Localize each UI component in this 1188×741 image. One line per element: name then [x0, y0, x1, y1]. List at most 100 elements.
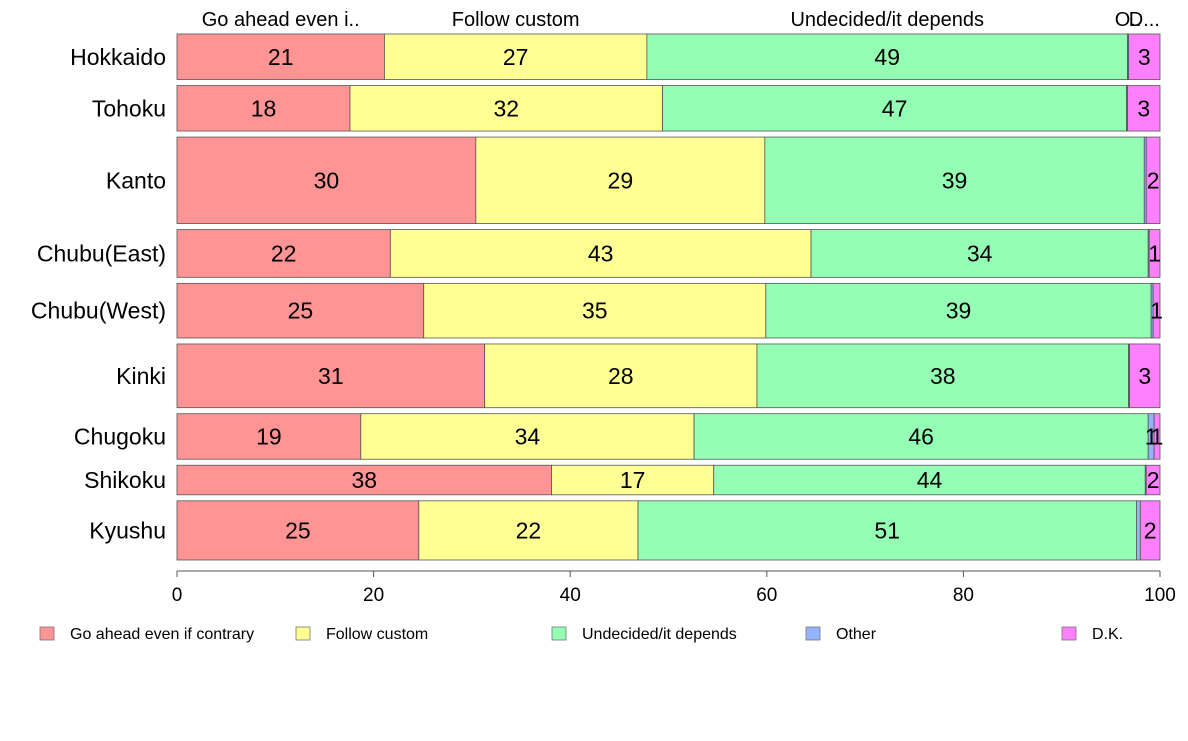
data-label: 38 [351, 467, 377, 493]
bar-segment [713, 464, 1146, 496]
x-tick-label: 40 [560, 585, 581, 606]
category-label: Chubu(East) [37, 240, 166, 266]
bar-segment [484, 343, 758, 409]
data-label: 17 [620, 467, 646, 493]
data-label: 51 [874, 517, 900, 543]
bar-segment [1152, 282, 1161, 339]
data-label: 47 [882, 95, 908, 121]
x-tick-label: 80 [953, 585, 974, 606]
data-label: 1 [1148, 240, 1161, 266]
data-label: 46 [908, 423, 934, 449]
bar-segment [1153, 413, 1161, 460]
bar-segment [1136, 500, 1141, 561]
data-label: 25 [288, 298, 314, 324]
x-tick-label: 0 [172, 585, 183, 606]
data-label: 25 [285, 517, 311, 543]
category-label: Hokkaido [70, 44, 166, 70]
data-label: 34 [515, 423, 541, 449]
bar-segment [389, 229, 812, 278]
legend-label: Follow custom [326, 626, 428, 643]
bar-segment [176, 85, 351, 132]
category-label: Chugoku [74, 423, 166, 449]
legend-item: Undecided/it depends [551, 626, 737, 643]
bar-segment [1129, 343, 1161, 409]
data-label: 39 [946, 298, 972, 324]
data-label: 2 [1147, 467, 1160, 493]
bar-segment [1145, 136, 1161, 224]
bar-segment [764, 136, 1145, 224]
bar-segment [810, 229, 1149, 278]
data-label: 28 [608, 363, 634, 389]
series-top-label: Go ahead even i.. [202, 9, 360, 31]
data-label: 3 [1137, 95, 1150, 121]
category-label: Kyushu [89, 517, 166, 543]
bar-segment [423, 282, 767, 339]
bars: 21 27 49 318 32 47 330 29 39 222 43 34 125 35 39 131 28 3… [176, 33, 1163, 561]
bar-segment [384, 33, 648, 80]
data-label: 39 [942, 167, 968, 193]
data-label: 21 [268, 44, 294, 70]
bar-row-chubu-west-: 25 35 39 1 [176, 282, 1163, 339]
category-label: Tohoku [92, 95, 166, 121]
top-series-labels: Go ahead even i.. Follow custom Undecided/… [202, 9, 1160, 31]
data-label: 32 [494, 95, 520, 121]
legend: Go ahead even if contrary Follow custom Un… [39, 626, 1123, 643]
bar-row-kinki: 31 28 38 3 [176, 343, 1161, 409]
bar-segment [418, 500, 639, 561]
data-label: 49 [874, 44, 900, 70]
bar-row-kyushu: 25 22 51 2 [176, 500, 1161, 561]
bar-row-kanto: 30 29 39 2 [176, 136, 1161, 224]
bar-segment [551, 464, 715, 496]
bar-segment [176, 282, 425, 339]
bar-segment [176, 343, 486, 409]
legend-item: D.K. [1061, 626, 1123, 643]
series-top-label: D... [1129, 9, 1160, 31]
bar-segment [756, 343, 1129, 409]
legend-swatch [551, 626, 567, 641]
legend-item: Go ahead even if contrary [39, 626, 254, 643]
bar-segment [1145, 464, 1161, 496]
category-label: Kinki [116, 363, 166, 389]
legend-swatch [805, 626, 821, 641]
data-label: 43 [588, 240, 614, 266]
bar-segment [475, 136, 766, 224]
bar-segment [176, 413, 362, 460]
bar-row-tohoku: 18 32 47 3 [176, 85, 1161, 132]
data-label: 27 [503, 44, 529, 70]
bar-segment [765, 282, 1152, 339]
legend-label: Other [836, 626, 877, 643]
bar-segment [349, 85, 664, 132]
data-label: 19 [256, 423, 282, 449]
category-label: Kanto [106, 167, 166, 193]
bar-segment [176, 464, 552, 496]
bar-segment [1139, 500, 1161, 561]
legend-swatch [1061, 626, 1077, 641]
data-label: 31 [318, 363, 344, 389]
legend-label: D.K. [1092, 626, 1123, 643]
bar-segment [637, 500, 1137, 561]
legend-swatch [39, 626, 55, 641]
data-label: 44 [917, 467, 943, 493]
bar-segment [176, 500, 420, 561]
x-tick-label: 100 [1144, 585, 1176, 606]
bar-segment [176, 229, 391, 278]
x-tick-label: 60 [756, 585, 777, 606]
data-label: 34 [967, 240, 993, 266]
category-label: Shikoku [84, 467, 166, 493]
data-label: 29 [608, 167, 634, 193]
bar-segment [662, 85, 1127, 132]
data-label: 3 [1138, 44, 1151, 70]
data-label: 2 [1144, 517, 1157, 543]
legend-label: Go ahead even if contrary [70, 626, 254, 643]
legend-item: Follow custom [295, 626, 428, 643]
data-label: 30 [314, 167, 340, 193]
x-tick-label: 20 [363, 585, 384, 606]
bar-segment [1148, 229, 1161, 278]
data-label: 2 [1147, 167, 1160, 193]
series-top-label: O.. [1115, 9, 1142, 31]
data-label: 35 [582, 298, 608, 324]
bar-row-hokkaido: 21 27 49 3 [176, 33, 1161, 80]
bar-segment [693, 413, 1149, 460]
bar-segment [1128, 33, 1161, 80]
